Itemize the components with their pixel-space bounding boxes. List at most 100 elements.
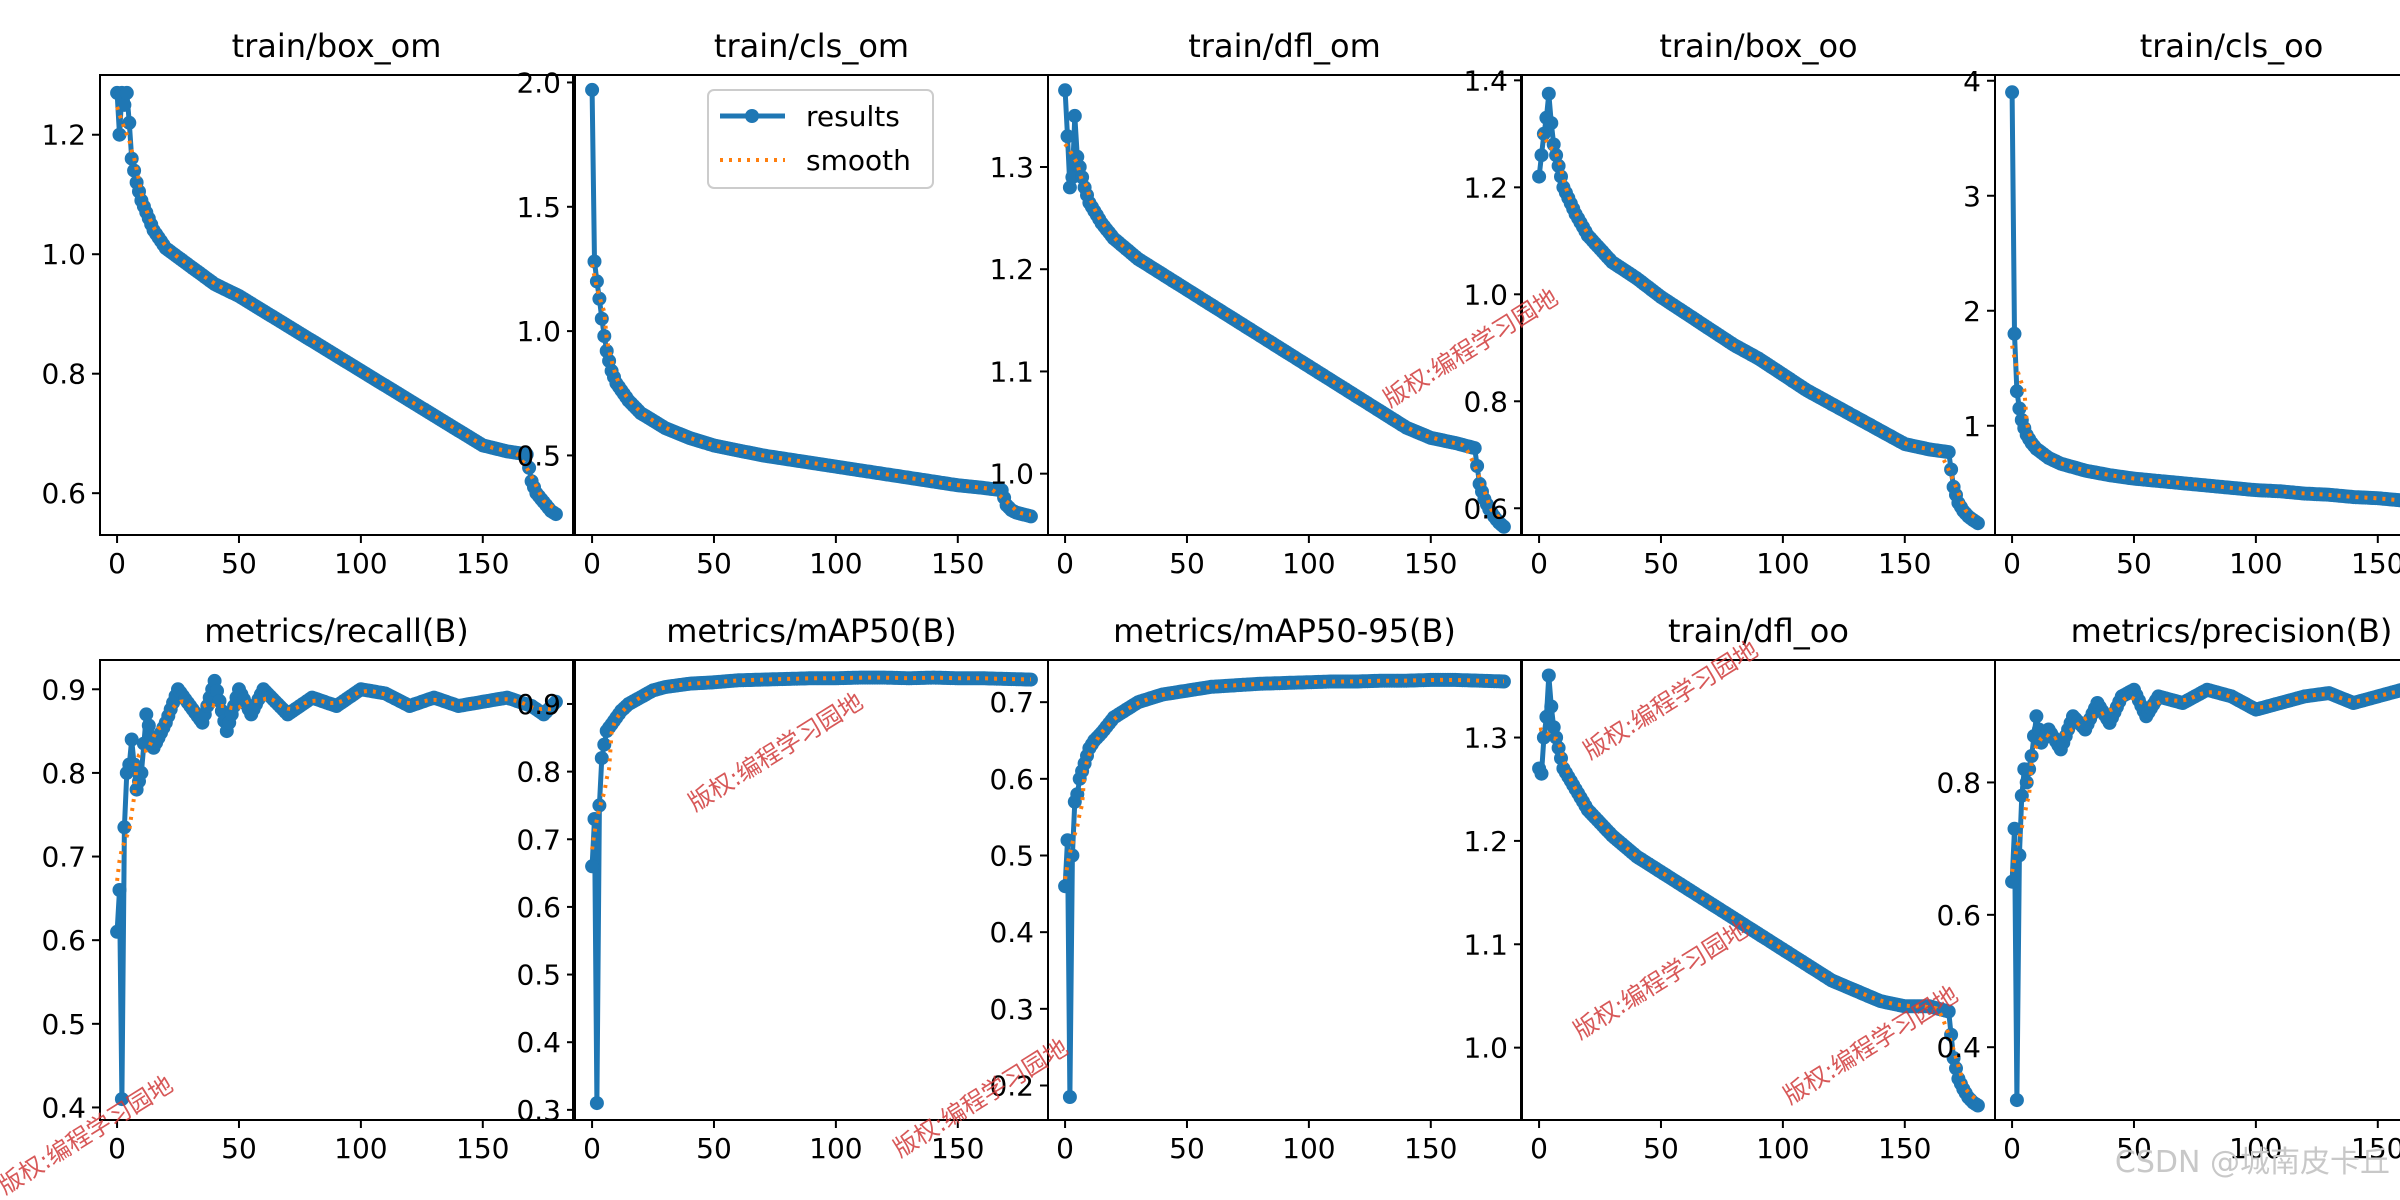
x-tick-label: 50 bbox=[1169, 1132, 1205, 1165]
y-tick-label: 0.9 bbox=[41, 673, 86, 706]
data-point bbox=[1534, 148, 1549, 163]
data-point bbox=[2397, 685, 2400, 697]
x-tick-label: 50 bbox=[2116, 547, 2152, 580]
data-point bbox=[2005, 85, 2020, 100]
y-tick-label: 0.5 bbox=[516, 959, 561, 992]
data-point bbox=[2007, 326, 2022, 341]
y-tick-label: 1.0 bbox=[1463, 1032, 1508, 1065]
x-tick-label: 100 bbox=[2229, 547, 2282, 580]
data-point bbox=[1544, 699, 1559, 714]
y-tick-label: 0.8 bbox=[41, 358, 86, 391]
y-tick-label: 1.5 bbox=[516, 191, 561, 224]
x-tick-label: 50 bbox=[221, 1132, 257, 1165]
y-tick-label: 0.4 bbox=[989, 916, 1034, 949]
x-tick-label: 150 bbox=[931, 547, 984, 580]
y-tick-label: 1.1 bbox=[1463, 928, 1508, 961]
panel-title-7: metrics/mAP50(B) bbox=[666, 612, 957, 650]
y-tick-label: 1.4 bbox=[1463, 64, 1508, 97]
y-tick-label: 2 bbox=[1963, 295, 1981, 328]
y-tick-label: 0.7 bbox=[989, 686, 1034, 719]
panel-title-5: train/cls_oo bbox=[2140, 27, 2324, 65]
chart-panel-10: metrics/precision(B) 0 50 100 150 0.4 0.6 0.8 bbox=[1936, 612, 2400, 1165]
data-point bbox=[594, 751, 609, 766]
y-tick-label: 0.8 bbox=[1936, 766, 1981, 799]
data-point bbox=[522, 460, 537, 475]
y-tick-label: 1.2 bbox=[1463, 825, 1508, 858]
data-point bbox=[548, 694, 563, 709]
watermark-7: 版权:编程学习园地 bbox=[1568, 915, 1753, 1045]
axes-frame-10 bbox=[1994, 659, 2400, 1121]
results-markers-4 bbox=[1532, 86, 1985, 531]
y-tick-label: 0.6 bbox=[41, 477, 86, 510]
chart-panel-7: metrics/mAP50(B) 0 50 100 150 0.3 0.4 0.5 0.6 0.7… bbox=[516, 612, 1049, 1165]
smooth-line-10 bbox=[2010, 690, 2400, 873]
x-tick-label: 0 bbox=[1056, 547, 1074, 580]
credit-text: CSDN @城南皮卡丘 bbox=[2115, 1145, 2390, 1180]
x-tick-label: 100 bbox=[1756, 547, 1809, 580]
data-point bbox=[112, 127, 127, 142]
x-tick-label: 100 bbox=[1282, 1132, 1335, 1165]
y-tick-label: 0.3 bbox=[516, 1094, 561, 1127]
results-line-4 bbox=[1536, 91, 1980, 526]
data-point bbox=[2007, 821, 2022, 836]
x-tick-label: 150 bbox=[1878, 547, 1931, 580]
data-point bbox=[124, 151, 139, 166]
x-tick-label: 100 bbox=[1756, 1132, 1809, 1165]
smooth-line-8 bbox=[1063, 677, 1504, 880]
data-point bbox=[1970, 1098, 1985, 1113]
y-tick-label: 0.7 bbox=[516, 823, 561, 856]
x-tick-label: 50 bbox=[221, 547, 257, 580]
data-point bbox=[110, 924, 125, 939]
x-tick-label: 0 bbox=[108, 547, 126, 580]
x-tick-label: 50 bbox=[696, 1132, 732, 1165]
y-tick-label: 0.5 bbox=[41, 1008, 86, 1041]
x-tick-label: 50 bbox=[696, 547, 732, 580]
data-point bbox=[122, 115, 137, 130]
x-tick-label: 0 bbox=[2003, 1132, 2021, 1165]
smooth-line-3 bbox=[1063, 142, 1506, 523]
data-point bbox=[1539, 709, 1554, 724]
x-tick-label: 0 bbox=[1530, 1132, 1548, 1165]
data-point bbox=[1062, 1090, 1077, 1104]
data-point bbox=[589, 274, 604, 289]
y-tick-label: 1.0 bbox=[989, 458, 1034, 491]
data-point bbox=[2005, 874, 2020, 889]
y-tick-label: 0.5 bbox=[516, 439, 561, 472]
y-tick-label: 0.8 bbox=[41, 757, 86, 790]
y-tick-label: 0.6 bbox=[989, 763, 1034, 796]
y-tick-label: 1 bbox=[1963, 410, 1981, 443]
y-tick-label: 1.2 bbox=[41, 119, 86, 152]
data-point bbox=[2029, 709, 2044, 724]
chart-panel-8: metrics/mAP50-95(B) 0 50 100 150 0.2 0.3 0.4 0.5… bbox=[989, 612, 1522, 1165]
x-tick-label: 100 bbox=[1282, 547, 1335, 580]
x-tick-label: 100 bbox=[334, 547, 387, 580]
axes-frame-5 bbox=[1994, 74, 2400, 536]
data-point bbox=[1541, 86, 1556, 101]
y-tick-label: 0.7 bbox=[41, 841, 86, 874]
panel-title-4: train/box_oo bbox=[1659, 27, 1857, 65]
chart-panel-3: train/dfl_om 0 50 100 150 1.0 1.1 1.2 1.3 bbox=[989, 27, 1522, 580]
y-tick-label: 3 bbox=[1963, 180, 1981, 213]
watermark-2: 版权:编程学习园地 bbox=[683, 687, 868, 817]
y-tick-label: 0.9 bbox=[516, 688, 561, 721]
panel-title-9: train/dfl_oo bbox=[1668, 612, 1849, 650]
data-point bbox=[1467, 441, 1482, 456]
data-point bbox=[1065, 170, 1080, 185]
smooth-line-5 bbox=[2010, 345, 2400, 503]
data-point bbox=[1551, 158, 1566, 173]
data-point bbox=[597, 737, 612, 752]
axes-frame-4 bbox=[1521, 74, 1996, 536]
y-tick-label: 0.6 bbox=[1936, 899, 1981, 932]
legend-smooth-label: smooth bbox=[806, 144, 911, 177]
y-tick-label: 1.3 bbox=[1463, 722, 1508, 755]
watermark-3: 版权:编程学习园地 bbox=[1578, 635, 1763, 765]
y-tick-label: 2.0 bbox=[516, 66, 561, 99]
data-point bbox=[548, 507, 563, 522]
results-line-8 bbox=[1062, 677, 1505, 1100]
data-point bbox=[1060, 833, 1075, 848]
x-tick-label: 150 bbox=[931, 1132, 984, 1165]
y-tick-label: 0.4 bbox=[41, 1091, 86, 1124]
smooth-line-9 bbox=[1538, 727, 1980, 1103]
y-tick-label: 1.0 bbox=[41, 238, 86, 271]
x-tick-label: 50 bbox=[2116, 1132, 2152, 1165]
